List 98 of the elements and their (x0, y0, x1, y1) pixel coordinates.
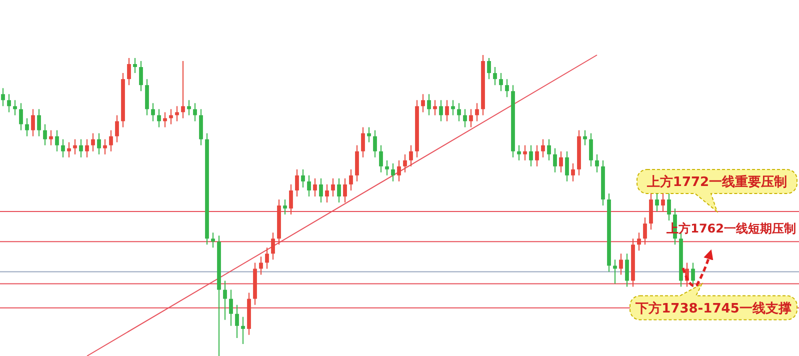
candlestick (127, 58, 131, 86)
candlestick (193, 102, 197, 122)
candlestick (49, 130, 53, 146)
candlestick (463, 108, 467, 128)
candlestick (595, 154, 599, 173)
candlestick (487, 58, 491, 80)
candlestick (451, 100, 455, 116)
candlestick (379, 144, 383, 173)
candlestick (541, 138, 545, 158)
candlestick (619, 253, 623, 276)
candlestick (55, 130, 59, 152)
candlestick (529, 144, 533, 167)
candlestick (163, 112, 167, 128)
candlestick (211, 232, 215, 248)
candlestick (655, 192, 659, 212)
candlestick (547, 138, 551, 161)
candlestick (559, 150, 563, 173)
candlestick (43, 124, 47, 146)
candlestick (13, 100, 17, 116)
candlestick (439, 100, 443, 122)
candlestick (517, 144, 521, 161)
candlestick (505, 78, 509, 98)
candlestick (427, 94, 431, 116)
candlestick (187, 100, 191, 116)
candlestick (373, 130, 377, 158)
candlestick (103, 138, 107, 155)
candlestick (469, 108, 473, 128)
candlestick (583, 130, 587, 146)
candlestick (139, 60, 143, 92)
candlestick (313, 178, 317, 197)
candlestick (499, 72, 503, 92)
candlestick (661, 192, 665, 212)
candlestick (343, 178, 347, 203)
candlestick (667, 192, 671, 222)
ref-line-label: 下方1738-1745一线支撑 (634, 300, 792, 316)
candlestick (181, 60, 185, 119)
candlestick (79, 138, 83, 158)
candlestick (421, 94, 425, 113)
candlestick (133, 58, 137, 74)
candlestick (643, 217, 647, 246)
candlestick (73, 138, 77, 155)
candlestick (613, 259, 617, 284)
candlestick (289, 184, 293, 216)
candlestick (409, 144, 413, 167)
candlestick (67, 142, 71, 158)
candlestick (223, 280, 227, 320)
candlestick (475, 102, 479, 122)
candlestick (37, 108, 41, 137)
candlestick (457, 102, 461, 122)
candlestick (331, 178, 335, 197)
candlestick (637, 232, 641, 252)
candlestick (241, 316, 245, 344)
candlestick (175, 106, 179, 122)
candlestick (391, 162, 395, 182)
candlestick (403, 154, 407, 173)
candlestick (367, 126, 371, 143)
candlestick (295, 168, 299, 197)
candlestick (61, 138, 65, 158)
candlestick (337, 178, 341, 203)
candlestick (385, 160, 389, 176)
candlestick (493, 66, 497, 86)
candlestick (319, 178, 323, 203)
candlestick (397, 160, 401, 182)
ref-line-label: 上方1772一线重要压制 (646, 174, 788, 190)
candlestick (1, 88, 5, 107)
candlestick (625, 253, 629, 288)
candlestick (85, 138, 89, 158)
candlestick (229, 289, 233, 326)
candlestick (691, 262, 695, 288)
candlestick (535, 144, 539, 167)
candlestick (19, 102, 23, 131)
candlestick (157, 108, 161, 128)
candlestick (589, 132, 593, 167)
candlestick (361, 126, 365, 158)
candlestick (97, 132, 101, 155)
candlestick (523, 144, 527, 161)
candlestick (445, 100, 449, 122)
candlestick (91, 132, 95, 152)
candlestick (271, 232, 275, 260)
candlestick (265, 247, 269, 270)
candlestick (571, 162, 575, 182)
candlestick (115, 114, 119, 143)
candlestick (7, 94, 11, 113)
candlestick (151, 102, 155, 122)
candlestick (25, 118, 29, 137)
candlestick (433, 100, 437, 116)
candlestick (301, 168, 305, 188)
candlestick (283, 198, 287, 216)
candlestick (325, 184, 329, 203)
candlestick (307, 174, 311, 197)
candlestick (553, 148, 557, 173)
candlestick (235, 304, 239, 338)
candlestick (349, 168, 353, 191)
candlestick (565, 150, 569, 182)
candlestick (31, 108, 35, 137)
candlestick (169, 108, 173, 125)
candlestick (259, 256, 263, 276)
candlestick (109, 130, 113, 152)
